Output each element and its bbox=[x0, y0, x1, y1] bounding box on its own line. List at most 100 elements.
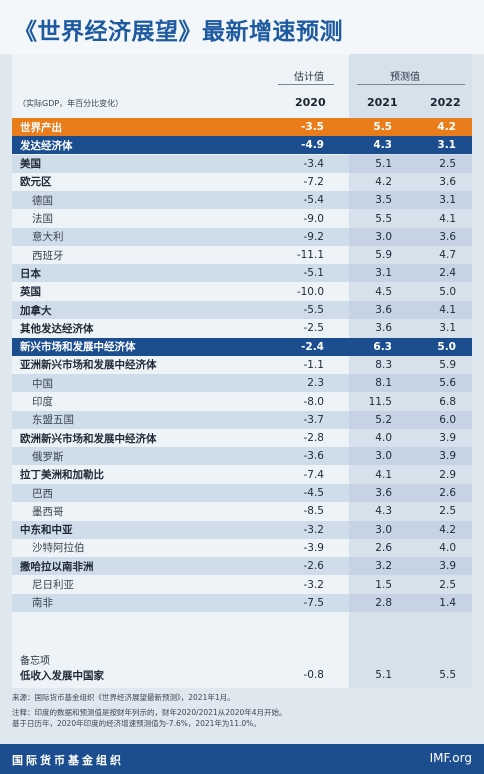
value-2021: 4.1 bbox=[375, 468, 392, 481]
value-2022: 4.2 bbox=[439, 523, 456, 536]
forecast-header: 预测值 bbox=[390, 72, 420, 83]
estimate-header: 估计值 bbox=[294, 72, 324, 83]
value-2022: 4.0 bbox=[439, 541, 456, 554]
forecast-table: 估计值 预测值 （实际GDP，年百分比变化） 2020 2021 2022 世界… bbox=[12, 54, 472, 688]
row-name: 中国 bbox=[32, 377, 53, 390]
row-name: 拉丁美洲和加勒比 bbox=[20, 469, 104, 482]
table-row: 其他发达经济体 -2.5 3.6 3.1 bbox=[12, 319, 472, 337]
table-row: 欧元区 -7.2 4.2 3.6 bbox=[12, 173, 472, 191]
value-2020: -2.5 bbox=[303, 322, 325, 335]
value-2021: 3.5 bbox=[375, 194, 392, 207]
row-name: 南非 bbox=[32, 597, 53, 610]
note-line-2: 基于日历年，2020年印度的经济增速预测值为-7.6%，2021年为11.0%。 bbox=[12, 719, 261, 728]
row-name: 其他发达经济体 bbox=[20, 322, 94, 335]
value-2020: -0.8 bbox=[303, 669, 325, 681]
value-2020: -9.0 bbox=[303, 212, 325, 225]
table-row: 德国 -5.4 3.5 3.1 bbox=[12, 191, 472, 210]
value-2022: 2.9 bbox=[439, 468, 456, 481]
notes: 来源：国际货币基金组织《世界经济展望最新预测》，2021年1月。 注释：印度的数… bbox=[12, 692, 472, 729]
value-2020: -7.4 bbox=[303, 468, 325, 481]
value-2022: 5.9 bbox=[439, 358, 456, 371]
row-name: 英国 bbox=[20, 286, 41, 299]
value-2021: 4.0 bbox=[375, 432, 392, 445]
value-2021: 3.6 bbox=[375, 487, 392, 499]
table-row: 中东和中亚 -3.2 3.0 4.2 bbox=[12, 520, 472, 539]
table-row: 印度 -8.0 11.5 6.8 bbox=[12, 393, 472, 411]
table-row: 俄罗斯 -3.6 3.0 3.9 bbox=[12, 447, 472, 466]
value-2021: 3.0 bbox=[375, 523, 392, 536]
value-2020: -5.5 bbox=[303, 304, 325, 316]
value-2020: -5.4 bbox=[303, 194, 325, 207]
value-2020: -2.8 bbox=[303, 432, 325, 445]
row-name: 亚洲新兴市场和发展中经济体 bbox=[20, 359, 157, 372]
value-2021: 5.1 bbox=[375, 669, 392, 681]
value-2021: 3.0 bbox=[375, 230, 392, 243]
value-2020: -3.2 bbox=[303, 578, 325, 591]
forecast-divider bbox=[357, 84, 465, 85]
value-2022: 5.0 bbox=[437, 340, 456, 353]
table-row: 新兴市场和发展中经济体 -2.4 6.3 5.0 bbox=[12, 337, 472, 356]
value-2022: 2.5 bbox=[439, 157, 456, 170]
row-name: 沙特阿拉伯 bbox=[32, 542, 85, 555]
row-name: 东盟五国 bbox=[32, 414, 74, 427]
footer-org: 国际货币基金组织 bbox=[12, 754, 124, 767]
row-name: 世界产出 bbox=[20, 121, 62, 134]
value-2021: 4.3 bbox=[375, 505, 392, 518]
value-2020: -3.9 bbox=[303, 541, 325, 554]
value-2022: 2.6 bbox=[439, 487, 456, 499]
value-2020: -8.0 bbox=[303, 395, 325, 408]
value-2020: -5.1 bbox=[303, 267, 325, 280]
footer-link[interactable]: IMF.org bbox=[429, 751, 472, 765]
value-2021: 11.5 bbox=[368, 395, 392, 408]
table-row: 世界产出 -3.5 5.5 4.2 bbox=[12, 118, 472, 136]
row-name: 低收入发展中国家 bbox=[20, 669, 104, 682]
note-line-1: 注释：印度的数据和预测值是按财年列示的，财年2020/2021从2020年4月开… bbox=[12, 708, 287, 717]
table-row: 拉丁美洲和加勒比 -7.4 4.1 2.9 bbox=[12, 466, 472, 484]
row-name: 尼日利亚 bbox=[32, 579, 74, 591]
row-name: 中东和中亚 bbox=[20, 524, 73, 537]
value-2021: 4.2 bbox=[375, 175, 392, 188]
row-name: 新兴市场和发展中经济体 bbox=[20, 341, 136, 354]
value-2021: 3.1 bbox=[375, 267, 392, 280]
table-row: 意大利 -9.2 3.0 3.6 bbox=[12, 227, 472, 246]
value-2021: 3.2 bbox=[375, 560, 392, 573]
year-2022: 2022 bbox=[430, 96, 461, 109]
table-row: 亚洲新兴市场和发展中经济体 -1.1 8.3 5.9 bbox=[12, 356, 472, 374]
unit-label: （实际GDP，年百分比变化） bbox=[18, 99, 124, 108]
row-name: 美国 bbox=[20, 158, 41, 171]
table-row: 撒哈拉以南非洲 -2.6 3.2 3.9 bbox=[12, 557, 472, 576]
value-2022: 2.5 bbox=[439, 578, 456, 591]
value-2022: 4.2 bbox=[437, 121, 456, 133]
value-2021: 6.3 bbox=[373, 340, 392, 353]
value-2021: 3.0 bbox=[375, 450, 392, 463]
value-2021: 5.5 bbox=[375, 212, 392, 225]
value-2021: 4.5 bbox=[375, 285, 392, 298]
value-2022: 5.0 bbox=[439, 285, 456, 298]
value-2022: 3.6 bbox=[439, 230, 456, 243]
table-row: 墨西哥 -8.5 4.3 2.5 bbox=[12, 502, 472, 520]
estimate-divider bbox=[278, 84, 334, 85]
value-2021: 5.2 bbox=[375, 413, 392, 426]
year-2020: 2020 bbox=[295, 96, 326, 109]
value-2020: -3.2 bbox=[303, 523, 325, 536]
value-2022: 5.5 bbox=[439, 669, 456, 681]
value-2022: 6.0 bbox=[439, 413, 456, 426]
row-name: 发达经济体 bbox=[20, 139, 73, 152]
table-row: 欧洲新兴市场和发展中经济体 -2.8 4.0 3.9 bbox=[12, 429, 472, 447]
row-name: 意大利 bbox=[32, 231, 64, 244]
value-2020: -9.2 bbox=[303, 230, 325, 243]
value-2022: 2.5 bbox=[439, 505, 456, 518]
value-2022: 4.1 bbox=[439, 304, 456, 316]
value-2022: 5.6 bbox=[439, 377, 456, 390]
year-2021: 2021 bbox=[367, 96, 398, 109]
value-2022: 2.4 bbox=[439, 267, 456, 280]
value-2022: 4.7 bbox=[439, 249, 456, 262]
value-2022: 3.1 bbox=[437, 139, 456, 152]
value-2020: -11.1 bbox=[296, 249, 324, 262]
table-row: 英国 -10.0 4.5 5.0 bbox=[12, 283, 472, 301]
table-row: 日本 -5.1 3.1 2.4 bbox=[12, 264, 472, 283]
value-2020: -3.5 bbox=[301, 121, 324, 133]
value-2021: 3.6 bbox=[375, 304, 392, 316]
value-2020: -8.5 bbox=[303, 505, 325, 518]
table-row: 沙特阿拉伯 -3.9 2.6 4.0 bbox=[12, 539, 472, 557]
